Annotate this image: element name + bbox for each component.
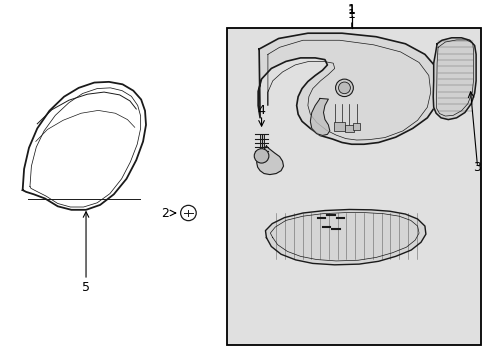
Text: 1: 1 xyxy=(347,8,355,21)
Text: 1: 1 xyxy=(347,4,355,27)
Circle shape xyxy=(254,149,268,163)
Text: 5: 5 xyxy=(82,280,90,293)
Text: 3: 3 xyxy=(472,161,480,174)
Text: 2: 2 xyxy=(161,207,169,220)
FancyBboxPatch shape xyxy=(227,28,480,345)
Polygon shape xyxy=(256,146,283,175)
Circle shape xyxy=(338,82,350,94)
Polygon shape xyxy=(310,98,329,135)
Bar xyxy=(352,123,360,130)
Text: 1: 1 xyxy=(347,3,355,15)
Bar xyxy=(333,122,344,131)
Polygon shape xyxy=(258,33,439,144)
Bar xyxy=(344,125,353,132)
Text: 4: 4 xyxy=(257,104,265,117)
Polygon shape xyxy=(265,210,425,265)
Polygon shape xyxy=(22,82,146,210)
Polygon shape xyxy=(432,38,475,120)
Circle shape xyxy=(335,79,353,96)
